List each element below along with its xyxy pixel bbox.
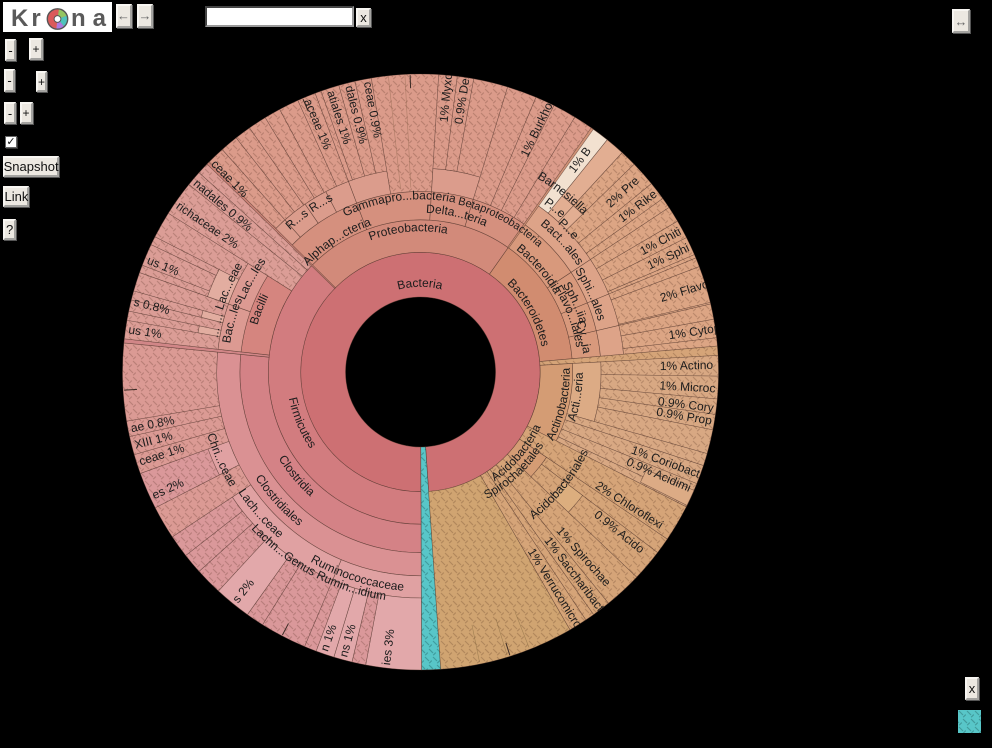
svg-text:Bacteria: Bacteria — [396, 276, 445, 293]
svg-text:0.9% Cory: 0.9% Cory — [657, 394, 714, 415]
svg-text:1% Actino: 1% Actino — [660, 358, 714, 373]
svg-text:...: ... — [207, 326, 223, 339]
svg-text:1% Microc: 1% Microc — [659, 378, 716, 395]
svg-text:...: ... — [210, 311, 226, 324]
svg-text:Kr: Kr — [11, 5, 44, 32]
svg-text:ies 3%: ies 3% — [379, 628, 397, 666]
svg-text:na: na — [71, 5, 112, 32]
svg-text:us 1%: us 1% — [128, 322, 163, 341]
svg-text:1% Myxoc: 1% Myxoc — [437, 66, 456, 122]
